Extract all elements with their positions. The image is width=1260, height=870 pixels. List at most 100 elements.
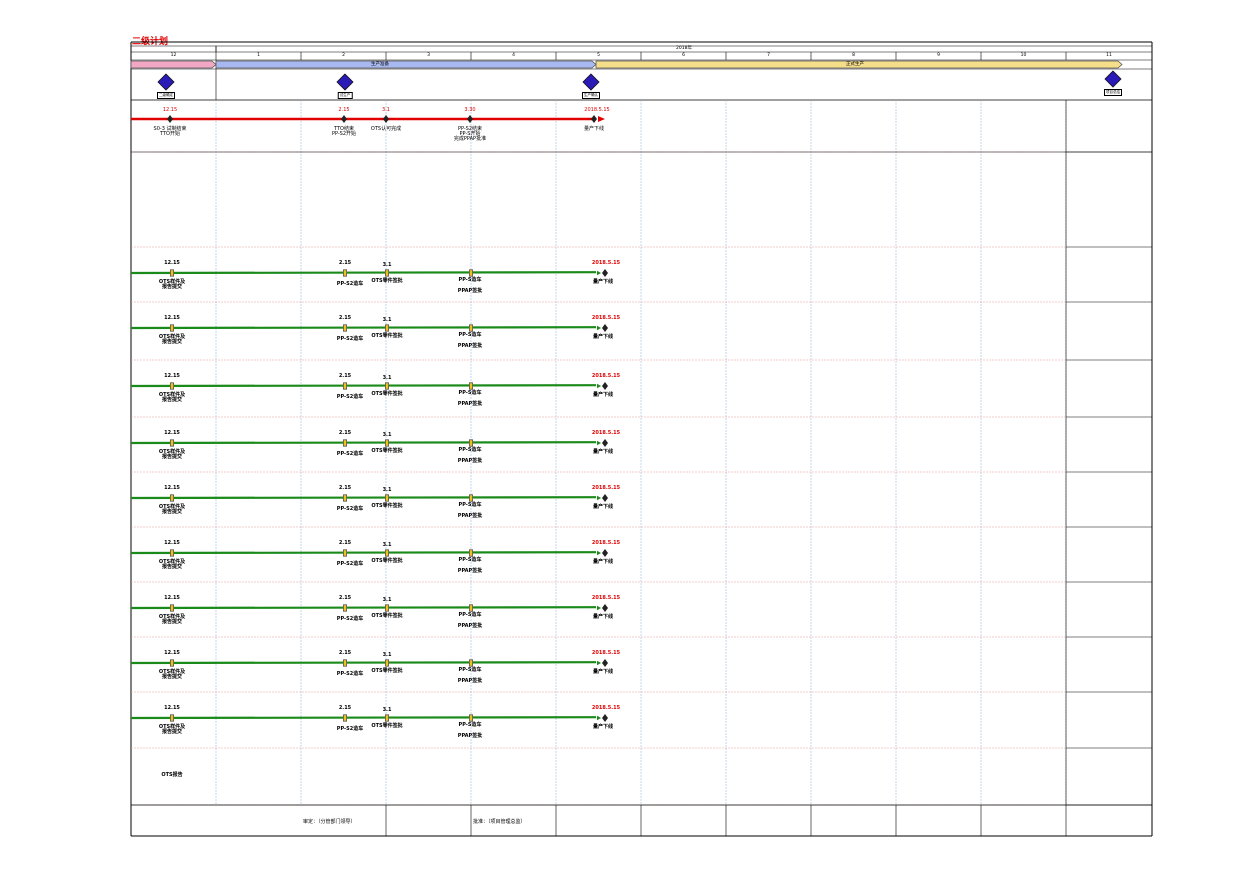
milestone-diamond xyxy=(582,73,600,91)
timeline-green-arrow xyxy=(597,660,601,666)
part-label: 报告提交 xyxy=(161,454,183,460)
part-date: 3.1 xyxy=(382,432,392,438)
part-label: 量产下线 xyxy=(592,279,614,285)
part-date-end: 2018.5.15 xyxy=(591,315,621,321)
phase-bar-production xyxy=(595,60,1123,69)
part-label: PP-S造车 xyxy=(458,332,482,338)
timeline-green xyxy=(130,271,597,275)
month-label-5: 5 xyxy=(597,53,600,58)
part-label: OTS样件及 xyxy=(158,449,186,455)
part-label: 量产下线 xyxy=(592,724,614,730)
month-label-11: 11 xyxy=(1106,53,1112,58)
part-date: 2.15 xyxy=(338,540,352,546)
part-label: PP-S2造车 xyxy=(336,726,364,732)
timeline-green xyxy=(130,326,597,330)
timeline-end-node xyxy=(602,604,608,612)
timeline-node xyxy=(342,269,347,277)
part-date: 2.15 xyxy=(338,430,352,436)
timeline-node xyxy=(467,115,473,123)
timeline-node xyxy=(169,382,174,390)
top-date: 2.15 xyxy=(338,107,350,113)
part-date: 2.15 xyxy=(338,705,352,711)
part-date-end: 2018.5.15 xyxy=(591,485,621,491)
timeline-node xyxy=(468,324,473,332)
part-date-end: 2018.5.15 xyxy=(591,650,621,656)
part-label: PPAP签批 xyxy=(457,458,483,464)
timeline-green-arrow xyxy=(597,383,601,389)
part-label: PP-S2造车 xyxy=(336,616,364,622)
part-label: PPAP签批 xyxy=(457,623,483,629)
part-label: PP-S造车 xyxy=(458,502,482,508)
timeline-node xyxy=(169,659,174,667)
top-label: S0-3 试制结束 xyxy=(153,126,187,132)
part-date: 3.1 xyxy=(382,487,392,493)
timeline-node xyxy=(383,115,389,123)
part-date: 12.15 xyxy=(164,650,180,656)
timeline-node xyxy=(169,714,174,722)
part-label: OTS零件签批 xyxy=(371,448,403,454)
year-label: 2018年 xyxy=(676,46,692,51)
part-label: PP-S造车 xyxy=(458,447,482,453)
timeline-green xyxy=(130,606,597,610)
timeline-green xyxy=(130,441,597,445)
part-label: 报告提交 xyxy=(161,619,183,625)
timeline-node xyxy=(169,439,174,447)
timeline-node xyxy=(468,269,473,277)
timeline-node xyxy=(468,659,473,667)
timeline-node xyxy=(384,382,389,390)
timeline-green xyxy=(130,551,597,555)
timeline-node xyxy=(169,269,174,277)
timeline-node xyxy=(468,382,473,390)
part-label: OTS样件及 xyxy=(158,504,186,510)
timeline-green-arrow xyxy=(597,605,601,611)
month-label-2: 2 xyxy=(342,53,345,58)
part-label: PP-S2造车 xyxy=(336,451,364,457)
month-label-7: 7 xyxy=(767,53,770,58)
timeline-node xyxy=(384,714,389,722)
part-date: 12.15 xyxy=(164,540,180,546)
timeline-end-node xyxy=(602,439,608,447)
part-label: PP-S造车 xyxy=(458,722,482,728)
part-date-end: 2018.5.15 xyxy=(591,373,621,379)
part-label: OTS零件签批 xyxy=(371,723,403,729)
timeline-node xyxy=(384,439,389,447)
part-label: PP-S2造车 xyxy=(336,336,364,342)
milestone-label: 试生产 xyxy=(337,92,353,99)
timeline-green-arrow xyxy=(597,715,601,721)
part-label: PP-S造车 xyxy=(458,390,482,396)
part-label: PP-S造车 xyxy=(458,667,482,673)
part-date: 3.1 xyxy=(382,375,392,381)
signature-approve: 批准：（项目管理总监） xyxy=(473,819,526,825)
timeline-node xyxy=(342,439,347,447)
top-date: 3.30 xyxy=(464,107,476,113)
timeline-node xyxy=(169,604,174,612)
part-label: OTS样件及 xyxy=(158,559,186,565)
month-label-8: 8 xyxy=(852,53,855,58)
part-label: OTS零件签批 xyxy=(371,558,403,564)
timeline-node xyxy=(468,604,473,612)
phase-bar-pink xyxy=(130,60,217,69)
timeline-green xyxy=(130,496,597,500)
part-date-end: 2018.5.15 xyxy=(591,705,621,711)
ots-report-label: OTS报告 xyxy=(161,772,183,778)
part-label: PP-S造车 xyxy=(458,277,482,283)
timeline-node xyxy=(169,324,174,332)
timeline-green xyxy=(130,716,597,720)
month-label-6: 6 xyxy=(682,53,685,58)
part-date: 2.15 xyxy=(338,260,352,266)
part-label: OTS样件及 xyxy=(158,669,186,675)
part-label: OTS零件签批 xyxy=(371,613,403,619)
part-label: PPAP签批 xyxy=(457,343,483,349)
part-date: 2.15 xyxy=(338,373,352,379)
phase-label-production: 正式生产 xyxy=(846,62,864,67)
timeline-end-node xyxy=(602,324,608,332)
timeline-green-arrow xyxy=(597,495,601,501)
part-label: 量产下线 xyxy=(592,334,614,340)
timeline-green-arrow xyxy=(597,270,601,276)
month-label-12: 12 xyxy=(170,53,177,58)
top-date: 12.15 xyxy=(162,107,178,113)
top-label: TTO结束 xyxy=(334,126,354,132)
timeline-node xyxy=(384,549,389,557)
timeline-green xyxy=(130,661,597,665)
